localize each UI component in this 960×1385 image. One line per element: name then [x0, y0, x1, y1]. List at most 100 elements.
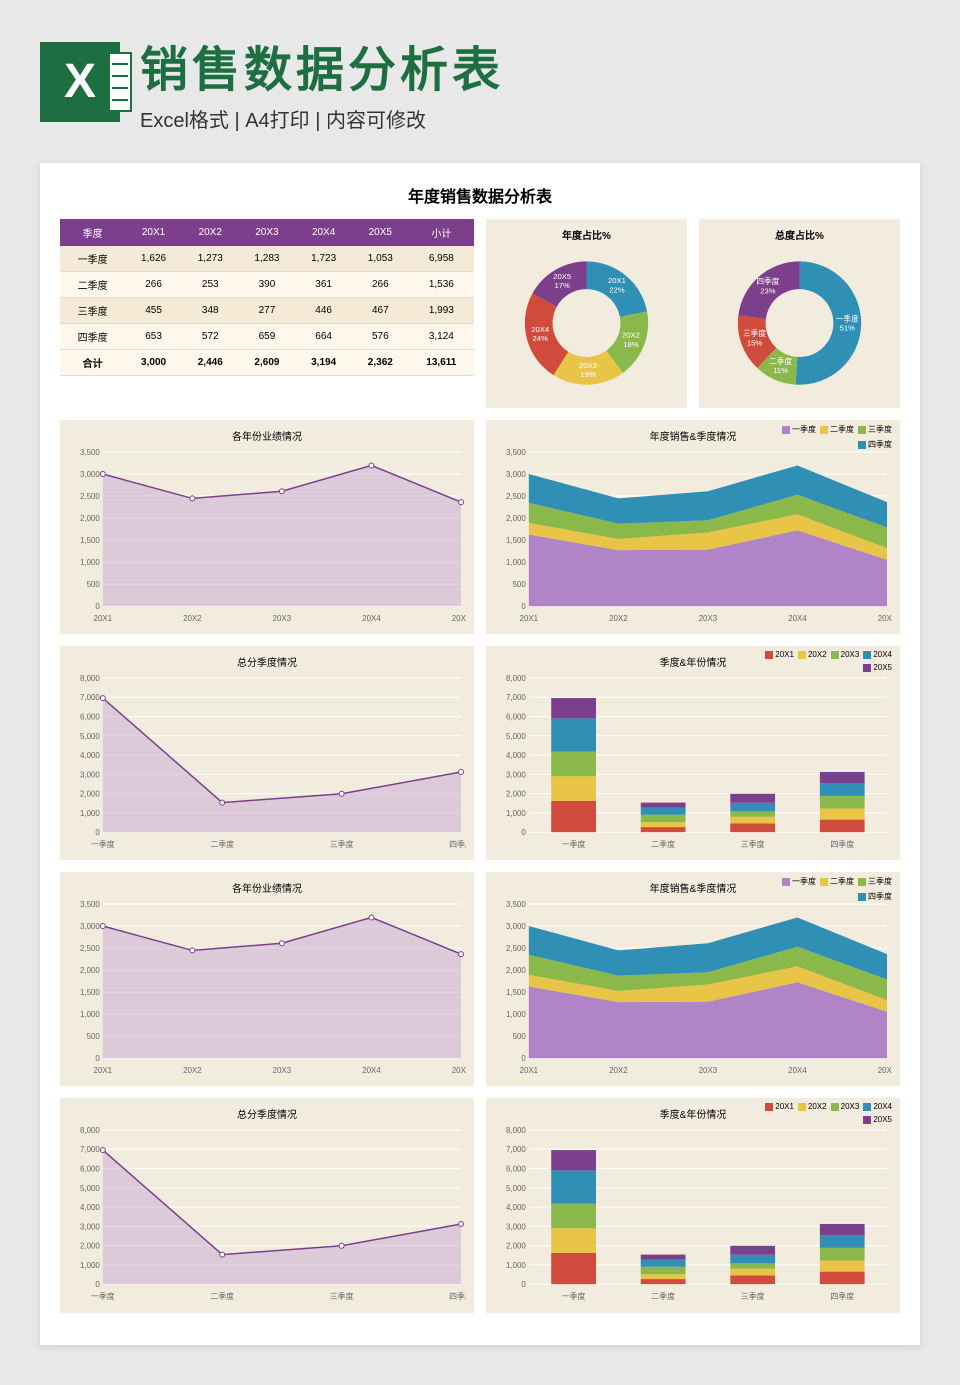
svg-text:0: 0 — [95, 602, 100, 611]
svg-text:二季度: 二季度 — [210, 839, 234, 849]
svg-text:8,000: 8,000 — [506, 1126, 526, 1135]
area-chart-quarter-2: 总分季度情况 01,0002,0003,0004,0005,0006,0007,… — [60, 1098, 474, 1312]
page-header: 销售数据分析表 Excel格式 | A4打印 | 内容可修改 — [0, 0, 960, 153]
svg-text:6,000: 6,000 — [506, 1165, 526, 1174]
svg-text:0: 0 — [95, 1281, 100, 1290]
donut-quarter: 总度占比% 一季度51%二季度11%三季度15%四季度23% — [699, 219, 900, 408]
svg-text:0: 0 — [95, 1055, 100, 1064]
svg-text:20X5: 20X5 — [878, 614, 892, 623]
svg-text:2,500: 2,500 — [506, 492, 526, 501]
subtitle: Excel格式 | A4打印 | 内容可修改 — [140, 104, 920, 133]
svg-text:20X4: 20X4 — [788, 1066, 807, 1075]
svg-text:四季度: 四季度 — [830, 1292, 854, 1302]
stacked-bar-chart: 季度&年份情况 20X120X220X320X420X5 01,0002,000… — [486, 646, 900, 860]
svg-text:3,500: 3,500 — [80, 900, 100, 909]
svg-text:四季度: 四季度 — [756, 276, 779, 286]
svg-text:2,000: 2,000 — [80, 966, 100, 975]
svg-text:1,500: 1,500 — [80, 536, 100, 545]
svg-text:5,000: 5,000 — [80, 732, 100, 741]
svg-text:3,500: 3,500 — [506, 448, 526, 457]
svg-text:20X5: 20X5 — [452, 614, 466, 623]
svg-text:一季度: 一季度 — [562, 839, 586, 849]
svg-text:20X4: 20X4 — [362, 1066, 381, 1075]
svg-text:3,000: 3,000 — [506, 1223, 526, 1232]
svg-text:2,500: 2,500 — [80, 492, 100, 501]
svg-text:20X1: 20X1 — [520, 1066, 539, 1075]
svg-text:15%: 15% — [747, 338, 763, 347]
svg-text:20X1: 20X1 — [608, 276, 626, 285]
svg-text:2,000: 2,000 — [80, 790, 100, 799]
svg-text:5,000: 5,000 — [506, 732, 526, 741]
svg-text:20X4: 20X4 — [362, 614, 381, 623]
svg-text:0: 0 — [521, 828, 526, 837]
svg-text:3,000: 3,000 — [80, 1223, 100, 1232]
svg-text:一季度: 一季度 — [91, 839, 115, 849]
data-table: 季度20X120X220X320X420X5小计一季度1,6261,2731,2… — [60, 219, 474, 408]
svg-text:0: 0 — [521, 1281, 526, 1290]
svg-text:8,000: 8,000 — [80, 674, 100, 683]
worksheet: 年度销售数据分析表 季度20X120X220X320X420X5小计一季度1,6… — [40, 163, 920, 1345]
stacked-bar-chart-2: 季度&年份情况 20X120X220X320X420X5 01,0002,000… — [486, 1098, 900, 1312]
stacked-area-chart-2: 年度销售&季度情况 一季度二季度三季度四季度 05001,0001,5002,0… — [486, 872, 900, 1086]
svg-text:四季度: 四季度 — [449, 839, 466, 849]
svg-text:三季度: 三季度 — [743, 328, 766, 338]
svg-text:500: 500 — [87, 580, 101, 589]
svg-text:24%: 24% — [533, 334, 549, 343]
svg-text:6,000: 6,000 — [506, 713, 526, 722]
svg-text:1,000: 1,000 — [506, 809, 526, 818]
svg-text:5,000: 5,000 — [506, 1184, 526, 1193]
svg-text:20X3: 20X3 — [699, 1066, 718, 1075]
svg-text:20X2: 20X2 — [622, 331, 640, 340]
svg-text:7,000: 7,000 — [80, 1146, 100, 1155]
svg-text:4,000: 4,000 — [506, 751, 526, 760]
area-chart-year-2: 各年份业绩情况 05001,0001,5002,0002,5003,0003,5… — [60, 872, 474, 1086]
main-title: 销售数据分析表 — [140, 30, 920, 100]
svg-text:20X3: 20X3 — [273, 614, 292, 623]
area-chart-quarter: 总分季度情况 01,0002,0003,0004,0005,0006,0007,… — [60, 646, 474, 860]
svg-text:7,000: 7,000 — [80, 693, 100, 702]
svg-text:8,000: 8,000 — [506, 674, 526, 683]
svg-text:二季度: 二季度 — [210, 1292, 234, 1302]
svg-text:20X3: 20X3 — [273, 1066, 292, 1075]
svg-text:1,500: 1,500 — [506, 988, 526, 997]
svg-text:4,000: 4,000 — [80, 751, 100, 760]
svg-text:6,000: 6,000 — [80, 713, 100, 722]
svg-text:5,000: 5,000 — [80, 1184, 100, 1193]
svg-text:19%: 19% — [580, 370, 596, 379]
svg-text:3,000: 3,000 — [80, 922, 100, 931]
svg-text:四季度: 四季度 — [449, 1292, 466, 1302]
svg-text:一季度: 一季度 — [836, 313, 859, 323]
svg-text:1,000: 1,000 — [506, 558, 526, 567]
svg-text:2,000: 2,000 — [506, 966, 526, 975]
svg-text:二季度: 二季度 — [769, 356, 792, 366]
svg-text:22%: 22% — [609, 285, 625, 294]
svg-text:1,500: 1,500 — [506, 536, 526, 545]
svg-text:3,000: 3,000 — [80, 470, 100, 479]
svg-text:2,500: 2,500 — [80, 944, 100, 953]
svg-text:23%: 23% — [760, 286, 776, 295]
svg-text:20X4: 20X4 — [788, 614, 807, 623]
svg-text:二季度: 二季度 — [651, 1292, 675, 1302]
svg-text:一季度: 一季度 — [91, 1292, 115, 1302]
svg-text:2,000: 2,000 — [506, 790, 526, 799]
svg-text:20X1: 20X1 — [94, 1066, 113, 1075]
svg-text:51%: 51% — [840, 324, 856, 333]
area-chart-year: 各年份业绩情况 05001,0001,5002,0002,5003,0003,5… — [60, 420, 474, 634]
stacked-area-chart: 年度销售&季度情况 一季度二季度三季度四季度 05001,0001,5002,0… — [486, 420, 900, 634]
svg-text:3,000: 3,000 — [506, 771, 526, 780]
svg-text:一季度: 一季度 — [562, 1292, 586, 1302]
svg-text:6,000: 6,000 — [80, 1165, 100, 1174]
svg-text:500: 500 — [513, 580, 527, 589]
svg-text:20X2: 20X2 — [183, 1066, 202, 1075]
svg-text:500: 500 — [87, 1032, 101, 1041]
svg-text:7,000: 7,000 — [506, 1146, 526, 1155]
svg-text:17%: 17% — [554, 281, 570, 290]
svg-text:三季度: 三季度 — [741, 839, 765, 849]
svg-text:四季度: 四季度 — [830, 839, 854, 849]
svg-text:20X5: 20X5 — [452, 1066, 466, 1075]
svg-text:20X1: 20X1 — [520, 614, 539, 623]
svg-text:2,000: 2,000 — [506, 514, 526, 523]
excel-icon — [40, 42, 120, 122]
svg-text:三季度: 三季度 — [741, 1292, 765, 1302]
svg-text:20X1: 20X1 — [94, 614, 113, 623]
